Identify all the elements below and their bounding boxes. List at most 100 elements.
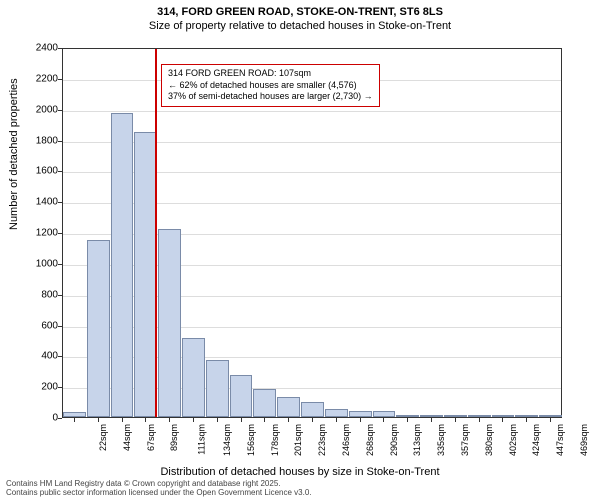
histogram-bar <box>420 415 443 417</box>
y-tick-label: 1200 <box>36 228 58 239</box>
y-axis-label: Number of detached properties <box>8 78 20 230</box>
histogram-bar <box>277 397 300 417</box>
x-tick-label: 290sqm <box>389 424 399 456</box>
histogram-bar <box>539 415 562 417</box>
y-tick-label: 2200 <box>36 73 58 84</box>
y-tick-mark <box>58 264 62 265</box>
x-tick-label: 402sqm <box>508 424 518 456</box>
y-tick-mark <box>58 326 62 327</box>
x-tick-mark <box>122 418 123 422</box>
x-tick-mark <box>502 418 503 422</box>
x-tick-label: 424sqm <box>532 424 542 456</box>
x-tick-mark <box>431 418 432 422</box>
x-tick-mark <box>98 418 99 422</box>
y-tick-mark <box>58 295 62 296</box>
chart-title: 314, FORD GREEN ROAD, STOKE-ON-TRENT, ST… <box>0 0 600 18</box>
x-tick-mark <box>217 418 218 422</box>
histogram-bar <box>111 113 134 417</box>
y-tick-label: 2400 <box>36 43 58 54</box>
y-tick-label: 600 <box>41 320 58 331</box>
y-tick-label: 800 <box>41 289 58 300</box>
x-tick-label: 201sqm <box>293 424 303 456</box>
x-tick-label: 178sqm <box>270 424 280 456</box>
x-tick-mark <box>407 418 408 422</box>
x-tick-mark <box>383 418 384 422</box>
y-tick-label: 400 <box>41 351 58 362</box>
y-tick-mark <box>58 418 62 419</box>
y-tick-label: 1000 <box>36 258 58 269</box>
x-tick-label: 469sqm <box>579 424 589 456</box>
histogram-bar <box>492 415 515 417</box>
histogram-bar <box>301 402 324 417</box>
annotation-box: 314 FORD GREEN ROAD: 107sqm← 62% of deta… <box>161 64 380 107</box>
y-tick-mark <box>58 79 62 80</box>
histogram-bar <box>87 240 110 417</box>
histogram-bar <box>325 409 348 417</box>
histogram-bar <box>253 389 276 417</box>
plot-area: 314 FORD GREEN ROAD: 107sqm← 62% of deta… <box>62 48 562 418</box>
x-tick-mark <box>526 418 527 422</box>
footer-attribution: Contains HM Land Registry data © Crown c… <box>6 479 312 498</box>
x-tick-label: 134sqm <box>222 424 232 456</box>
y-tick-label: 1400 <box>36 197 58 208</box>
x-tick-label: 22sqm <box>98 424 108 451</box>
x-tick-mark <box>312 418 313 422</box>
x-tick-label: 223sqm <box>317 424 327 456</box>
x-tick-mark <box>336 418 337 422</box>
x-tick-mark <box>264 418 265 422</box>
x-tick-label: 89sqm <box>169 424 179 451</box>
x-tick-label: 44sqm <box>122 424 132 451</box>
footer-line2: Contains public sector information licen… <box>6 488 312 498</box>
y-tick-mark <box>58 110 62 111</box>
x-tick-label: 268sqm <box>365 424 375 456</box>
y-tick-mark <box>58 233 62 234</box>
x-tick-label: 447sqm <box>555 424 565 456</box>
x-tick-mark <box>74 418 75 422</box>
y-tick-label: 1600 <box>36 166 58 177</box>
x-tick-mark <box>145 418 146 422</box>
histogram-bar <box>134 132 157 417</box>
y-tick-mark <box>58 171 62 172</box>
chart-subtitle: Size of property relative to detached ho… <box>0 18 600 32</box>
x-tick-label: 67sqm <box>146 424 156 451</box>
x-tick-mark <box>169 418 170 422</box>
x-tick-mark <box>479 418 480 422</box>
histogram-bar <box>230 375 253 417</box>
y-tick-label: 2000 <box>36 104 58 115</box>
y-tick-mark <box>58 356 62 357</box>
x-tick-mark <box>455 418 456 422</box>
footer-line1: Contains HM Land Registry data © Crown c… <box>6 479 312 489</box>
x-tick-label: 313sqm <box>412 424 422 456</box>
y-tick-mark <box>58 202 62 203</box>
histogram-bar <box>468 415 491 417</box>
histogram-bar <box>206 360 229 417</box>
annotation-line2: ← 62% of detached houses are smaller (4,… <box>168 80 373 92</box>
y-tick-mark <box>58 141 62 142</box>
y-tick-mark <box>58 387 62 388</box>
histogram-bar <box>158 229 181 417</box>
x-tick-mark <box>360 418 361 422</box>
x-tick-mark <box>550 418 551 422</box>
histogram-bar <box>373 411 396 417</box>
histogram-bar <box>444 415 467 417</box>
reference-line <box>155 49 157 417</box>
y-tick-label: 1800 <box>36 135 58 146</box>
histogram-bar <box>396 415 419 417</box>
x-tick-label: 380sqm <box>484 424 494 456</box>
histogram-bar <box>349 411 372 417</box>
histogram-bar <box>182 338 205 417</box>
histogram-bar <box>515 415 538 417</box>
x-tick-label: 156sqm <box>246 424 256 456</box>
x-tick-label: 246sqm <box>341 424 351 456</box>
x-tick-mark <box>193 418 194 422</box>
x-tick-mark <box>241 418 242 422</box>
x-tick-label: 357sqm <box>460 424 470 456</box>
x-axis-label: Distribution of detached houses by size … <box>0 466 600 478</box>
annotation-line3: 37% of semi-detached houses are larger (… <box>168 91 373 103</box>
gridline <box>63 111 561 112</box>
histogram-bar <box>63 412 86 417</box>
x-tick-mark <box>288 418 289 422</box>
x-tick-label: 335sqm <box>436 424 446 456</box>
annotation-line1: 314 FORD GREEN ROAD: 107sqm <box>168 68 373 80</box>
y-tick-label: 200 <box>41 382 58 393</box>
